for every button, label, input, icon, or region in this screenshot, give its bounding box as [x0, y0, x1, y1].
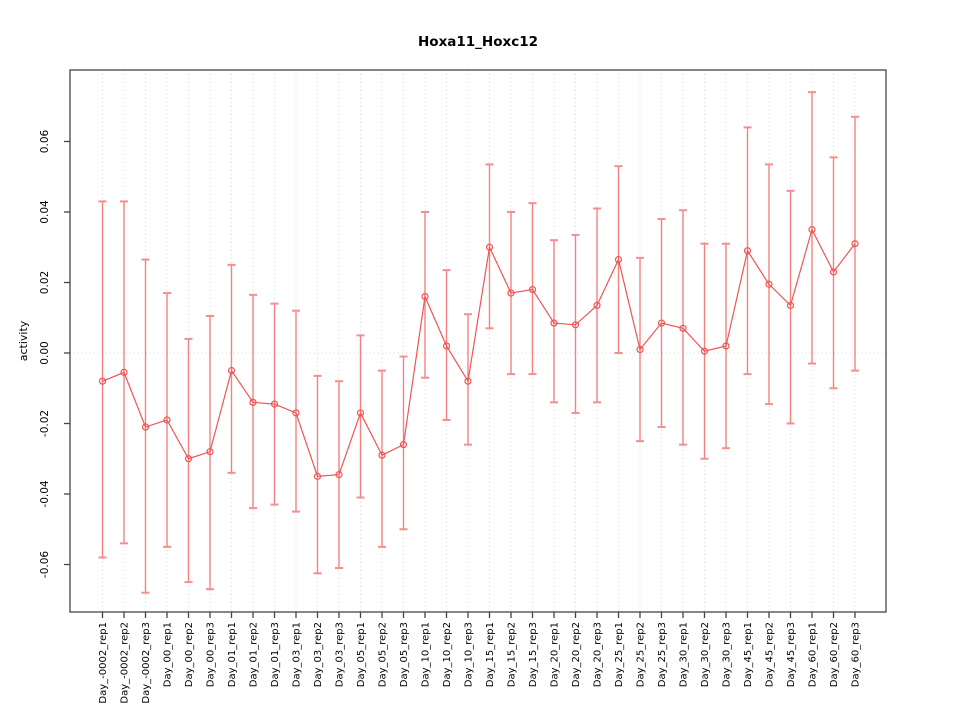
x-axis-tick-label: Day_03_rep1 — [292, 622, 303, 687]
x-axis-tick-label: Day_05_rep1 — [356, 622, 367, 687]
y-axis-tick-label: -0.04 — [39, 480, 51, 507]
data-point-marker — [550, 319, 558, 327]
x-axis-tick-label: Day_60_rep3 — [851, 622, 862, 687]
data-point-marker — [98, 377, 107, 385]
data-point-marker — [206, 448, 214, 456]
data-point-marker — [528, 285, 537, 294]
data-point-marker — [808, 226, 816, 234]
data-point-marker — [593, 301, 601, 310]
y-axis-label: activity — [17, 320, 30, 361]
x-axis-tick-label: Day_45_rep1 — [743, 622, 754, 687]
data-point-marker — [356, 409, 365, 417]
plot-border — [69, 69, 887, 613]
data-point-marker — [184, 455, 193, 463]
x-axis-tick-label: Day_01_rep2 — [249, 622, 260, 687]
x-axis-tick-label: Day_25_rep3 — [657, 622, 668, 687]
data-point-marker — [399, 441, 408, 449]
x-axis-tick-label: Day_30_rep1 — [679, 622, 690, 687]
x-axis-tick-label: Day_20_rep1 — [550, 622, 561, 687]
x-axis-tick-label: Day_30_rep2 — [700, 622, 711, 687]
data-point-marker — [614, 255, 623, 264]
x-axis-tick-label: Day_60_rep2 — [829, 622, 840, 687]
data-point-marker — [464, 377, 472, 385]
x-axis-tick-label: Day_00_rep2 — [184, 622, 195, 687]
x-axis-tick-label: Day_00_rep3 — [206, 622, 217, 687]
x-axis-tick-label: Day_45_rep3 — [786, 622, 797, 687]
data-point-marker — [657, 319, 666, 327]
y-axis-tick-label: 0.00 — [39, 341, 51, 364]
data-point-marker — [507, 289, 515, 297]
x-axis-tick-label: Day_-0002_rep3 — [141, 622, 152, 704]
y-axis-tick-label: 0.04 — [39, 200, 51, 224]
data-point-marker — [335, 471, 343, 479]
data-point-marker — [485, 243, 494, 251]
x-axis-tick-label: Day_60_rep1 — [808, 622, 819, 687]
data-point-marker — [249, 398, 257, 406]
x-axis-tick-label: Day_-0002_rep1 — [98, 622, 109, 704]
data-point-marker — [421, 293, 429, 301]
data-point-marker — [571, 321, 580, 329]
data-point-marker — [829, 268, 838, 276]
x-axis-tick-label: Day_15_rep2 — [507, 622, 518, 687]
x-axis-tick-label: Day_25_rep1 — [614, 622, 625, 687]
data-point-marker — [851, 240, 859, 248]
x-axis-tick-label: Day_25_rep2 — [636, 622, 647, 687]
y-axis-tick-label: -0.02 — [39, 410, 51, 437]
x-axis-tick-label: Day_10_rep2 — [442, 622, 453, 687]
x-axis-tick-label: Day_30_rep3 — [722, 622, 733, 687]
x-axis-tick-label: Day_10_rep1 — [421, 622, 432, 687]
chart-title: Hoxa11_Hoxc12 — [418, 34, 538, 50]
data-point-marker — [120, 368, 128, 376]
data-point-marker — [378, 451, 386, 459]
data-point-marker — [292, 409, 300, 417]
data-point-marker — [743, 247, 752, 255]
data-point-marker — [700, 347, 709, 355]
data-point-marker — [227, 367, 236, 375]
data-point-marker — [765, 280, 773, 288]
y-axis-tick-label: 0.02 — [39, 271, 51, 294]
x-axis-tick-label: Day_20_rep2 — [571, 622, 582, 687]
data-point-marker — [163, 416, 171, 424]
data-point-marker — [270, 400, 279, 408]
series-line — [102, 227, 856, 478]
data-point-marker — [786, 301, 795, 310]
data-point-marker — [442, 342, 451, 350]
x-axis-tick-label: Day_10_rep3 — [464, 622, 475, 687]
x-axis-tick-label: Day_05_rep2 — [378, 622, 389, 687]
y-axis-tick-label: 0.06 — [39, 129, 51, 153]
x-axis-tick-label: Day_20_rep3 — [593, 622, 604, 687]
data-point-marker — [636, 345, 644, 354]
data-point-marker — [679, 324, 687, 332]
x-axis-tick-label: Day_45_rep2 — [765, 622, 776, 687]
x-axis-tick-label: Day_03_rep2 — [313, 622, 324, 687]
y-axis-tick-label: -0.06 — [39, 551, 51, 578]
x-axis-tick-label: Day_01_rep3 — [270, 622, 281, 687]
x-axis-tick-label: Day_15_rep3 — [528, 622, 539, 687]
x-axis-tick-label: Day_00_rep1 — [163, 622, 174, 687]
x-axis-tick-label: Day_01_rep1 — [227, 622, 238, 687]
data-point-marker — [313, 472, 322, 480]
x-axis-tick-label: Day_15_rep1 — [485, 622, 496, 687]
x-axis-tick-label: Day_05_rep3 — [399, 622, 410, 687]
data-point-marker — [722, 342, 730, 350]
x-axis-tick-label: Day_-0002_rep2 — [120, 622, 131, 704]
data-point-marker — [141, 423, 150, 431]
x-axis-tick-label: Day_03_rep3 — [335, 622, 346, 687]
